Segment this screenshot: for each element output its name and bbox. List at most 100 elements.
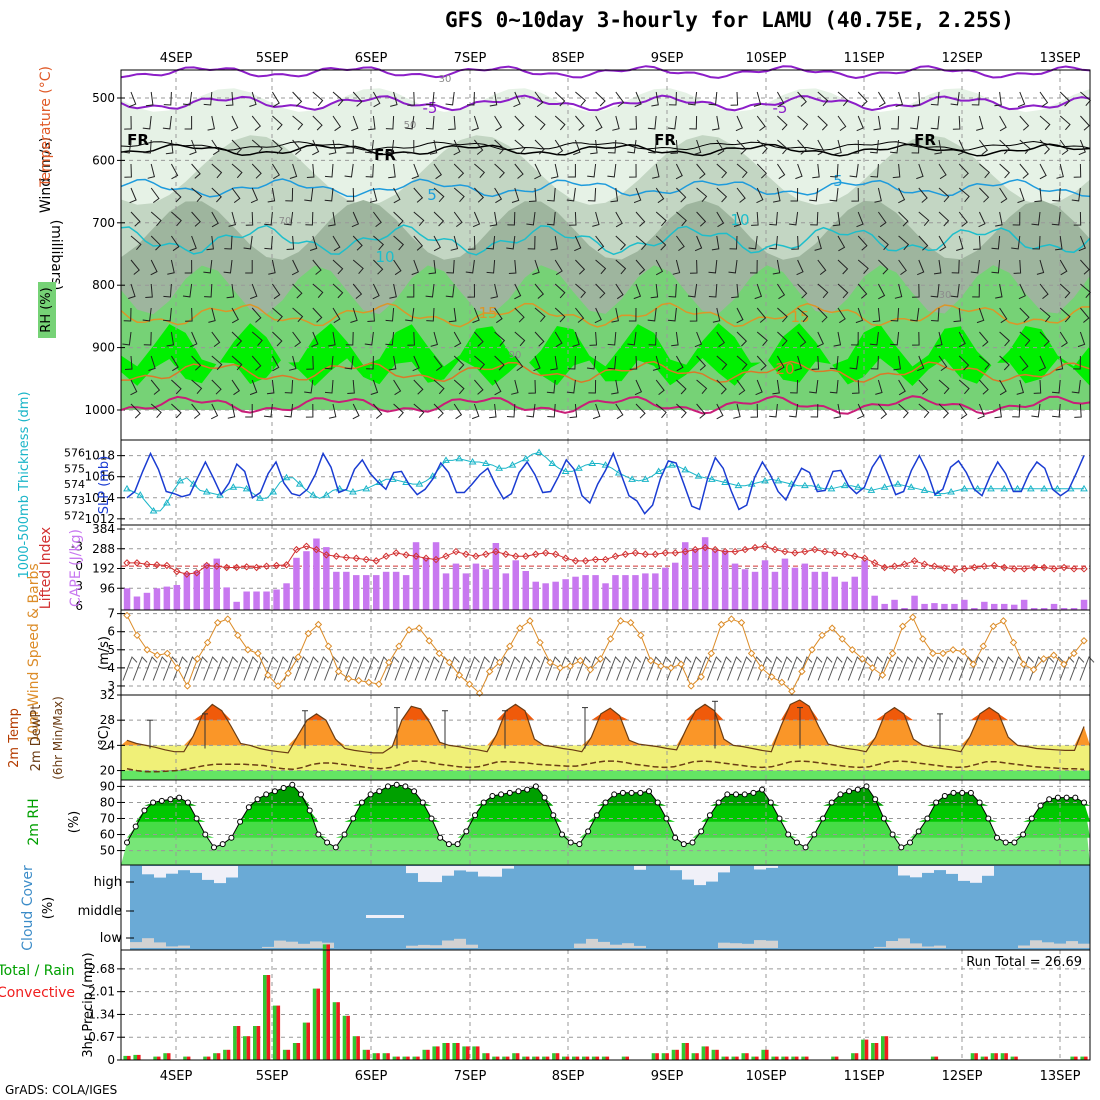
rh2m-point [506, 789, 513, 796]
bottom-day-label-0: 4SEP [160, 1069, 193, 1084]
wind-barb [272, 139, 283, 155]
wind-barb [712, 115, 720, 131]
precip-convective-bar [794, 1056, 799, 1060]
wind-speed-point [375, 680, 383, 688]
wind-barb [285, 187, 294, 202]
wind-barb [817, 283, 829, 299]
wind-barb [1036, 259, 1045, 275]
precip-convective-bar [595, 1056, 600, 1060]
pressure-label-4: 900 [92, 341, 115, 355]
cloud-high-block [178, 866, 190, 871]
temp-label-0: 32 [100, 688, 115, 702]
wind-speed-point [445, 658, 454, 667]
wind-barb [1077, 331, 1086, 348]
lifted-index-point [880, 563, 889, 572]
surface-wind-barb [223, 656, 239, 681]
surface-wind-barb [817, 656, 833, 681]
rh2m-point [950, 789, 957, 796]
precip-total-bar [332, 1002, 337, 1060]
wind-barb [667, 115, 677, 130]
wind-barb [938, 235, 947, 252]
lifted-index-point [561, 554, 570, 562]
wind-barb [890, 307, 900, 322]
temp-band-green [121, 770, 1090, 780]
wind-barb [817, 139, 825, 156]
rh2m-point [245, 804, 252, 811]
cape-bar [961, 599, 968, 610]
wind-barb [958, 331, 966, 348]
thickness-point [362, 484, 371, 492]
contour-label-6: 5 [427, 186, 437, 204]
cape-bar [1020, 599, 1028, 610]
lifted-index-point [502, 550, 510, 558]
lifted-index-label-1: 0 [75, 559, 83, 573]
wind-barb [794, 355, 802, 371]
wind-barb [874, 187, 882, 203]
slp-label-2: 1014 [84, 491, 115, 505]
precip-convective-bar [685, 1043, 689, 1060]
precip-total-bar [522, 1056, 526, 1060]
thickness-point [601, 461, 610, 468]
cloud-high-block [202, 866, 214, 880]
rh2m-point [445, 841, 452, 848]
wind-speed-point [354, 676, 363, 685]
wind-barb [433, 403, 444, 419]
thickness-point [455, 454, 464, 462]
lifted-index-point [870, 559, 879, 567]
cloud-high-block [910, 866, 922, 878]
wind-barb [351, 115, 359, 132]
contour-label-17: 90 [509, 350, 522, 361]
wind-barb [124, 163, 132, 178]
wind-barb [413, 379, 424, 395]
wind-speed-point [405, 626, 413, 634]
thickness-point [960, 484, 969, 492]
wind-barb [324, 355, 334, 370]
wind-barb [554, 259, 563, 276]
wind-barb [350, 307, 358, 323]
surface-wind-barb [384, 656, 400, 681]
precip-total-bar [442, 1043, 446, 1060]
rh2m-point [715, 799, 722, 806]
lifted-index-point [252, 563, 261, 572]
wind-barb [991, 259, 1001, 274]
wind-barb [607, 355, 617, 370]
wind-barb [165, 139, 174, 155]
precip-convective-bar [1084, 1056, 1088, 1060]
wind-barb [834, 139, 842, 155]
cape-bar [373, 575, 380, 610]
rh2m-point [1037, 802, 1044, 809]
rh2m-point [280, 785, 287, 792]
contour-label-4: FR [654, 131, 676, 149]
temperature-contour-8 [120, 395, 1091, 415]
wind-barb [676, 379, 687, 395]
wind-barb [797, 139, 807, 155]
wind-barb [676, 211, 687, 227]
lifted-index-point [262, 562, 271, 570]
bottom-day-label-8: 12SEP [942, 1069, 983, 1084]
wind-barb [453, 379, 465, 395]
precip-convective-bar [755, 1056, 759, 1060]
lifted-index-point [332, 552, 341, 560]
cloud-low-block [718, 942, 730, 948]
wind-barb [292, 115, 304, 131]
thickness-point [202, 488, 211, 495]
temp-axis-title: 2m Temp [7, 708, 22, 768]
wind-speed-point [556, 664, 564, 672]
wind-barb [472, 403, 480, 420]
wind-barb [130, 235, 142, 251]
wind-barb [207, 115, 215, 131]
cloud-low-block [286, 941, 298, 948]
cape-bar [1001, 603, 1008, 610]
wind-barb [527, 235, 536, 250]
wind-barb [776, 163, 786, 180]
wind-barb [716, 403, 724, 420]
wind-speed-point [334, 667, 343, 676]
wind-speed-point [757, 664, 766, 672]
wind-barb [627, 139, 637, 154]
precip-convective-bar [625, 1056, 629, 1060]
wind-barb [312, 283, 324, 299]
wind-barb [249, 91, 257, 107]
wind-barb [676, 403, 687, 419]
wind-speed-point [163, 649, 172, 658]
